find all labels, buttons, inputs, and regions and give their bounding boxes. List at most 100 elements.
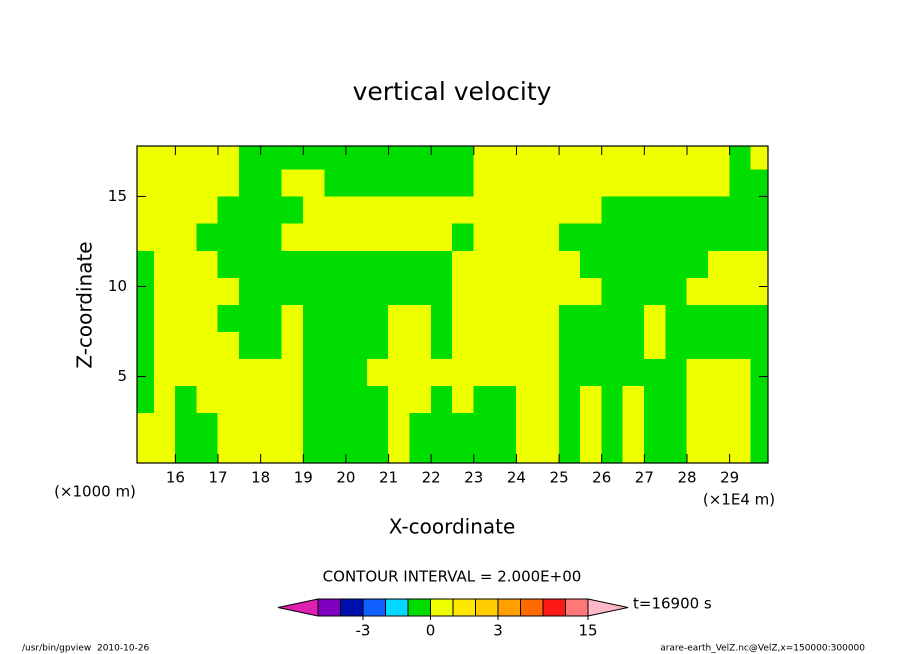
contour-cell (175, 250, 197, 278)
contour-cell (345, 439, 368, 463)
contour-cell (153, 277, 176, 305)
contour-cell (137, 277, 155, 305)
contour-cell (153, 331, 176, 359)
contour-cell (302, 439, 325, 463)
contour-cell (196, 223, 219, 251)
contour-cell (430, 169, 453, 197)
contour-cell (622, 196, 645, 224)
footer-left: /usr/bin/gpview 2010-10-26 (22, 644, 150, 654)
contour-cell (409, 196, 432, 224)
contour-cell (729, 196, 752, 224)
contour-cell (217, 412, 240, 440)
contour-cell (366, 439, 389, 463)
colorbar-segment (520, 598, 544, 617)
contour-cell (217, 304, 240, 332)
contour-cell (708, 196, 730, 224)
contour-cell (473, 250, 496, 278)
contour-cell (302, 277, 325, 305)
x-tick-label: 21 (379, 469, 398, 487)
contour-cell (217, 223, 240, 251)
contour-cell (196, 331, 219, 359)
contour-cell (196, 169, 219, 197)
contour-cell (217, 358, 240, 386)
contour-cell (686, 277, 709, 305)
contour-cell (196, 146, 219, 170)
contour-cell (366, 146, 389, 170)
contour-cell (175, 412, 197, 440)
contour-cell (175, 439, 197, 463)
contour-cell (153, 439, 176, 463)
contour-cell (302, 250, 325, 278)
contour-cell (452, 439, 475, 463)
contour-cell (324, 304, 347, 332)
contour-cell (601, 277, 624, 305)
contour-cell (452, 277, 475, 305)
contour-cell (153, 412, 176, 440)
contour-cell (750, 277, 768, 305)
contour-cell (708, 439, 730, 463)
contour-cell (409, 277, 432, 305)
contour-cell (473, 169, 496, 197)
contour-cell (516, 412, 539, 440)
contour-cell (196, 277, 219, 305)
contour-cell (537, 196, 560, 224)
contour-cell (196, 412, 219, 440)
contour-cell (175, 304, 197, 332)
contour-note: CONTOUR INTERVAL = 2.000E+00 (323, 568, 582, 586)
contour-cell (708, 223, 730, 251)
contour-cell (750, 146, 768, 170)
contour-cell (345, 223, 368, 251)
contour-cell (494, 277, 517, 305)
contour-cell (473, 385, 496, 413)
contour-cell (239, 250, 261, 278)
contour-cell (622, 146, 645, 170)
contour-cell (260, 277, 283, 305)
contour-cell (580, 358, 603, 386)
contour-cell (686, 196, 709, 224)
contour-cell (601, 412, 624, 440)
x-tick-label: 23 (464, 469, 483, 487)
contour-cell (537, 250, 560, 278)
contour-cell (366, 169, 389, 197)
contour-cell (239, 412, 261, 440)
colorbar-below (277, 598, 319, 617)
contour-cell (345, 385, 368, 413)
contour-cell (302, 412, 325, 440)
contour-cell (452, 385, 475, 413)
contour-cell (686, 146, 709, 170)
contour-cell (452, 304, 475, 332)
contour-cell (750, 304, 768, 332)
contour-cell (137, 196, 155, 224)
contour-cell (281, 196, 304, 224)
contour-cell (430, 250, 453, 278)
contour-cell (302, 358, 325, 386)
x-axis-label: X-coordinate (389, 515, 516, 539)
contour-cell (281, 331, 304, 359)
contour-cell (409, 439, 432, 463)
contour-cell (302, 304, 325, 332)
contour-cell (137, 385, 155, 413)
contour-cell (260, 412, 283, 440)
contour-cell (302, 385, 325, 413)
contour-cell (622, 277, 645, 305)
contour-cell (708, 385, 730, 413)
contour-cell (729, 358, 752, 386)
colorbar-segment (317, 598, 341, 617)
contour-cell (494, 331, 517, 359)
contour-cell (473, 304, 496, 332)
x-tick-label: 24 (507, 469, 526, 487)
contour-cell (516, 277, 539, 305)
contour-cell (452, 196, 475, 224)
contour-cell (686, 223, 709, 251)
contour-cell (388, 385, 411, 413)
contour-cell (665, 331, 688, 359)
contour-cell (175, 223, 197, 251)
contour-cell (452, 146, 475, 170)
contour-cell (558, 439, 581, 463)
colorbar-segment (340, 598, 364, 617)
contour-cell (580, 196, 603, 224)
contour-cell (665, 146, 688, 170)
contour-cell (750, 250, 768, 278)
contour-cell (537, 412, 560, 440)
